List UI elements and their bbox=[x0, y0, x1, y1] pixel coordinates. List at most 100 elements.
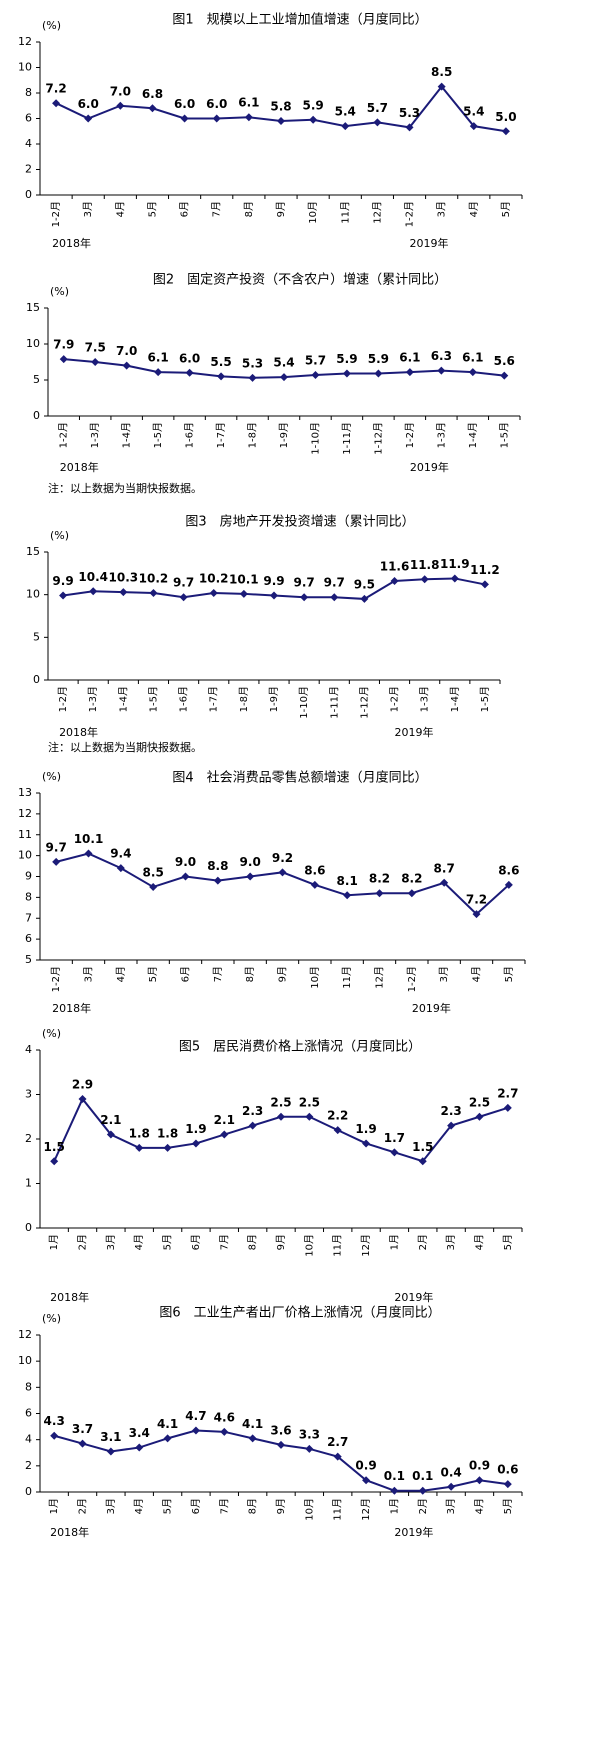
x-tick-label: 1-6月 bbox=[178, 686, 190, 712]
point-marker bbox=[89, 587, 98, 596]
point-marker bbox=[277, 1112, 285, 1121]
x-tick-label: 3月 bbox=[82, 201, 94, 217]
y-tick-label: 8 bbox=[25, 86, 32, 99]
point-marker bbox=[191, 1426, 200, 1435]
data-label: 5.5 bbox=[210, 355, 231, 369]
data-label: 2.7 bbox=[327, 1435, 348, 1449]
x-tick-label: 7月 bbox=[211, 201, 223, 217]
x-tick-label: 1-2月 bbox=[58, 422, 70, 448]
data-label: 0.9 bbox=[355, 1459, 376, 1473]
data-label: 5.3 bbox=[242, 356, 263, 370]
data-label: 6.1 bbox=[462, 351, 483, 365]
x-tick-label: 1-6月 bbox=[184, 422, 196, 448]
x-tick-label: 1-9月 bbox=[278, 422, 290, 448]
x-tick-label: 8月 bbox=[243, 201, 255, 217]
x-tick-label: 10月 bbox=[309, 966, 321, 989]
y-tick-label: 15 bbox=[26, 545, 40, 558]
point-marker bbox=[78, 1094, 87, 1103]
data-label: 5.7 bbox=[305, 353, 326, 367]
year-label: 2019年 bbox=[395, 725, 434, 739]
point-marker bbox=[220, 1130, 229, 1139]
data-label: 7.2 bbox=[466, 893, 487, 907]
data-label: 7.0 bbox=[116, 344, 137, 358]
data-label: 5.0 bbox=[495, 110, 516, 124]
data-label: 3.6 bbox=[270, 1423, 291, 1437]
data-label: 9.7 bbox=[324, 576, 345, 590]
x-tick-label: 1月 bbox=[388, 1498, 400, 1514]
x-tick-label: 10月 bbox=[303, 1498, 315, 1521]
x-tick-label: 9月 bbox=[277, 966, 289, 982]
x-tick-label: 1-5月 bbox=[147, 686, 159, 712]
point-marker bbox=[163, 1143, 172, 1152]
x-tick-label: 6月 bbox=[190, 1234, 202, 1250]
data-label: 4.1 bbox=[242, 1417, 263, 1431]
x-tick-label: 1-2月 bbox=[57, 686, 69, 712]
x-tick-label: 11月 bbox=[339, 201, 351, 224]
point-marker bbox=[181, 872, 190, 881]
data-label: 5.4 bbox=[335, 105, 356, 119]
y-tick-label: 5 bbox=[33, 373, 40, 386]
unit-label: (%) bbox=[50, 529, 69, 542]
point-marker bbox=[450, 574, 459, 583]
point-marker bbox=[209, 588, 218, 597]
x-tick-label: 1-7月 bbox=[215, 422, 227, 448]
x-tick-label: 5月 bbox=[502, 1498, 514, 1514]
data-label: 5.4 bbox=[273, 356, 294, 370]
point-marker bbox=[305, 1112, 314, 1121]
data-label: 6.3 bbox=[431, 349, 452, 363]
data-label: 0.4 bbox=[440, 1465, 461, 1479]
data-label: 7.0 bbox=[110, 84, 131, 98]
y-tick-label: 5 bbox=[33, 630, 40, 643]
data-label: 4.3 bbox=[44, 1414, 65, 1428]
data-label: 10.2 bbox=[199, 571, 229, 585]
x-tick-label: 1月 bbox=[48, 1234, 60, 1250]
point-marker bbox=[310, 880, 319, 889]
x-tick-label: 1-7月 bbox=[208, 686, 220, 712]
point-marker bbox=[418, 1157, 427, 1166]
point-marker bbox=[447, 1121, 456, 1130]
point-marker bbox=[122, 361, 131, 370]
point-marker bbox=[440, 878, 449, 887]
y-tick-label: 10 bbox=[18, 849, 32, 862]
point-marker bbox=[248, 373, 257, 382]
y-tick-label: 10 bbox=[18, 1354, 32, 1367]
point-marker bbox=[220, 1427, 229, 1436]
point-marker bbox=[180, 114, 189, 123]
y-tick-label: 3 bbox=[25, 1088, 32, 1101]
point-marker bbox=[362, 1476, 371, 1485]
y-tick-label: 4 bbox=[25, 1043, 32, 1056]
data-label: 9.0 bbox=[240, 855, 261, 869]
data-label: 2.7 bbox=[497, 1086, 518, 1100]
data-label: 9.9 bbox=[52, 574, 73, 588]
x-tick-label: 7月 bbox=[212, 966, 224, 982]
point-marker bbox=[472, 910, 481, 919]
chart-title: 图5 居民消费价格上涨情况（月度同比） bbox=[179, 1039, 421, 1055]
x-tick-label: 6月 bbox=[179, 201, 191, 217]
data-label: 9.5 bbox=[354, 577, 375, 591]
year-label: 2019年 bbox=[394, 1290, 433, 1304]
x-tick-label: 1-2月 bbox=[389, 686, 401, 712]
data-label: 2.1 bbox=[100, 1113, 121, 1127]
point-marker bbox=[503, 1480, 512, 1489]
data-label: 6.0 bbox=[179, 351, 200, 365]
year-label: 2019年 bbox=[394, 1525, 433, 1539]
point-marker bbox=[390, 577, 399, 586]
point-marker bbox=[503, 1103, 512, 1112]
y-tick-label: 0 bbox=[25, 1221, 32, 1234]
y-tick-label: 0 bbox=[33, 409, 40, 422]
data-label: 6.0 bbox=[206, 97, 227, 111]
x-tick-label: 1-10月 bbox=[298, 686, 310, 719]
point-marker bbox=[437, 366, 446, 375]
data-label: 6.1 bbox=[238, 96, 259, 110]
data-label: 2.9 bbox=[72, 1077, 93, 1091]
point-marker bbox=[447, 1482, 456, 1491]
x-tick-label: 2月 bbox=[77, 1498, 89, 1514]
point-marker bbox=[78, 1439, 87, 1448]
x-tick-label: 1-3月 bbox=[419, 686, 431, 712]
x-tick-label: 1月 bbox=[48, 1498, 60, 1514]
x-tick-label: 1-11月 bbox=[341, 422, 353, 455]
point-marker bbox=[333, 1126, 342, 1135]
x-tick-label: 4月 bbox=[133, 1498, 145, 1514]
x-tick-label: 5月 bbox=[162, 1234, 174, 1250]
x-tick-label: 1-2月 bbox=[50, 201, 62, 227]
